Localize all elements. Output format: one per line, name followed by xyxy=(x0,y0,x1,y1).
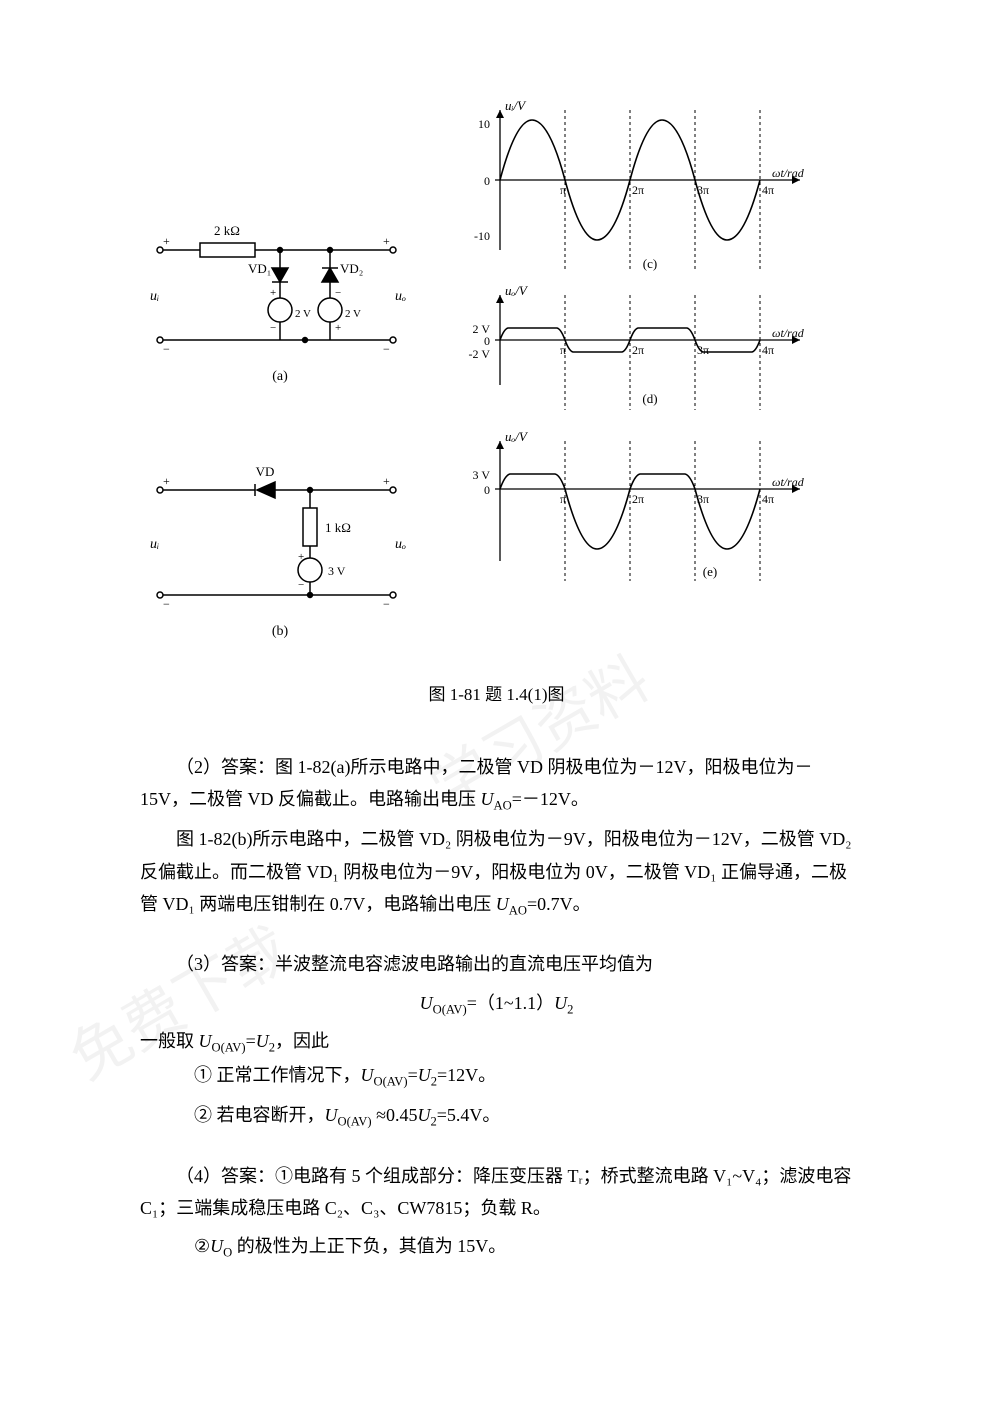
figure-caption: 图 1-81 题 1.4(1)图 xyxy=(140,680,853,711)
src2-label: 2 V xyxy=(345,308,361,320)
resistor-a-label: 2 kΩ xyxy=(214,223,240,238)
svg-text:+: + xyxy=(335,322,341,334)
svg-text:3π: 3π xyxy=(697,183,709,197)
src1-label: 2 V xyxy=(295,308,311,320)
answer-3-head: （3）答案：半波整流电容滤波电路输出的直流电压平均值为 xyxy=(140,948,853,980)
svg-text:(c): (c) xyxy=(643,256,657,271)
vd1-label: VD₁ xyxy=(248,261,271,276)
svg-text:π: π xyxy=(560,492,566,506)
svg-text:2π: 2π xyxy=(632,343,644,357)
circuit-a: 2 kΩ VD₁ VD₂ 2 V 2 V uᵢ uₒ + − + − + − − + (… xyxy=(140,210,420,400)
svg-text:+: + xyxy=(163,234,170,248)
svg-text:3π: 3π xyxy=(697,492,709,506)
svg-text:uₒ/V: uₒ/V xyxy=(505,285,529,298)
svg-text:0: 0 xyxy=(484,483,490,497)
circuit-diagrams: 2 kΩ VD₁ VD₂ 2 V 2 V uᵢ uₒ + − + − + − − + (… xyxy=(140,100,420,650)
figure-area: 2 kΩ VD₁ VD₂ 2 V 2 V uᵢ uₒ + − + − + − − + (… xyxy=(140,100,853,650)
chart-d: 2 V 0 -2 V uₒ/V π 2π 3π 4π ωt/rad (d) xyxy=(440,285,820,420)
svg-text:ωt/rad: ωt/rad xyxy=(772,166,805,180)
svg-text:+: + xyxy=(298,551,304,563)
output-a-label: uₒ xyxy=(395,289,406,304)
circuit-b: VD 1 kΩ 3 V + − uᵢ uₒ + − + − (b) xyxy=(140,460,420,650)
answer-4-para2: ②UO 的极性为上正下负，其值为 15V。 xyxy=(140,1230,853,1264)
svg-text:3π: 3π xyxy=(697,343,709,357)
svg-text:10: 10 xyxy=(478,117,490,131)
answer-3-item1: ① 正常工作情况下，UO(AV)=U2=12V。 xyxy=(140,1059,853,1093)
svg-text:3 V: 3 V xyxy=(473,468,491,482)
svg-text:(d): (d) xyxy=(642,391,657,406)
svg-text:-10: -10 xyxy=(474,229,490,243)
svg-text:2π: 2π xyxy=(632,183,644,197)
svg-text:ωt/rad: ωt/rad xyxy=(772,326,805,340)
svg-text:−: − xyxy=(383,342,390,356)
svg-text:+: + xyxy=(163,474,170,488)
svg-text:-2 V: -2 V xyxy=(469,347,491,361)
svg-text:2π: 2π xyxy=(632,492,644,506)
answer-2-para1: （2）答案：图 1-82(a)所示电路中，二极管 VD 阴极电位为－12V，阳极… xyxy=(140,751,853,818)
svg-text:ωt/rad: ωt/rad xyxy=(772,475,805,489)
waveform-charts: 0 10 -10 uᵢ/V π 2π 3π 4π ωt/rad (c) xyxy=(440,100,853,650)
resistor-b-label: 1 kΩ xyxy=(325,520,351,535)
svg-text:4π: 4π xyxy=(762,183,774,197)
src-b-label: 3 V xyxy=(328,564,346,578)
svg-text:−: − xyxy=(335,287,341,299)
svg-text:uₒ/V: uₒ/V xyxy=(505,431,529,444)
output-b-label: uₒ xyxy=(395,537,406,552)
svg-text:−: − xyxy=(298,579,304,591)
svg-text:π: π xyxy=(560,183,566,197)
circuit-b-sublabel: (b) xyxy=(272,624,289,639)
svg-text:(e): (e) xyxy=(703,564,717,579)
answer-2-para2: 图 1-82(b)所示电路中，二极管 VD₂ 阴极电位为－9V，阳极电位为－12… xyxy=(140,823,853,922)
vd2-label: VD₂ xyxy=(340,261,363,276)
svg-text:+: + xyxy=(270,287,276,299)
answer-4-para1: （4）答案：①电路有 5 个组成部分：降压变压器 Tᵣ；桥式整流电路 V₁~V₄… xyxy=(140,1160,853,1225)
svg-text:−: − xyxy=(270,322,276,334)
chart-c: 0 10 -10 uᵢ/V π 2π 3π 4π ωt/rad (c) xyxy=(440,100,820,275)
svg-text:+: + xyxy=(383,234,390,248)
vd-b-label: VD xyxy=(256,464,275,479)
input-a-label: uᵢ xyxy=(150,289,159,304)
svg-text:−: − xyxy=(383,597,390,611)
input-b-label: uᵢ xyxy=(150,537,159,552)
svg-text:4π: 4π xyxy=(762,492,774,506)
answer-3-line2: 一般取 UO(AV)=U2，因此 xyxy=(140,1025,853,1059)
answer-3-item2: ② 若电容断开，UO(AV) ≈0.45U2=5.4V。 xyxy=(140,1099,853,1133)
svg-text:−: − xyxy=(163,342,170,356)
chart-e: 3 V 0 uₒ/V π 2π 3π 4π ωt/rad (e) xyxy=(440,431,820,601)
circuit-a-sublabel: (a) xyxy=(272,369,288,384)
svg-text:+: + xyxy=(383,474,390,488)
answer-3-formula: UO(AV)=（1~1.1）U2 xyxy=(140,987,853,1021)
svg-text:uᵢ/V: uᵢ/V xyxy=(505,100,527,113)
svg-text:0: 0 xyxy=(484,334,490,348)
svg-text:π: π xyxy=(560,343,566,357)
svg-text:4π: 4π xyxy=(762,343,774,357)
svg-text:−: − xyxy=(163,597,170,611)
svg-text:0: 0 xyxy=(484,174,490,188)
